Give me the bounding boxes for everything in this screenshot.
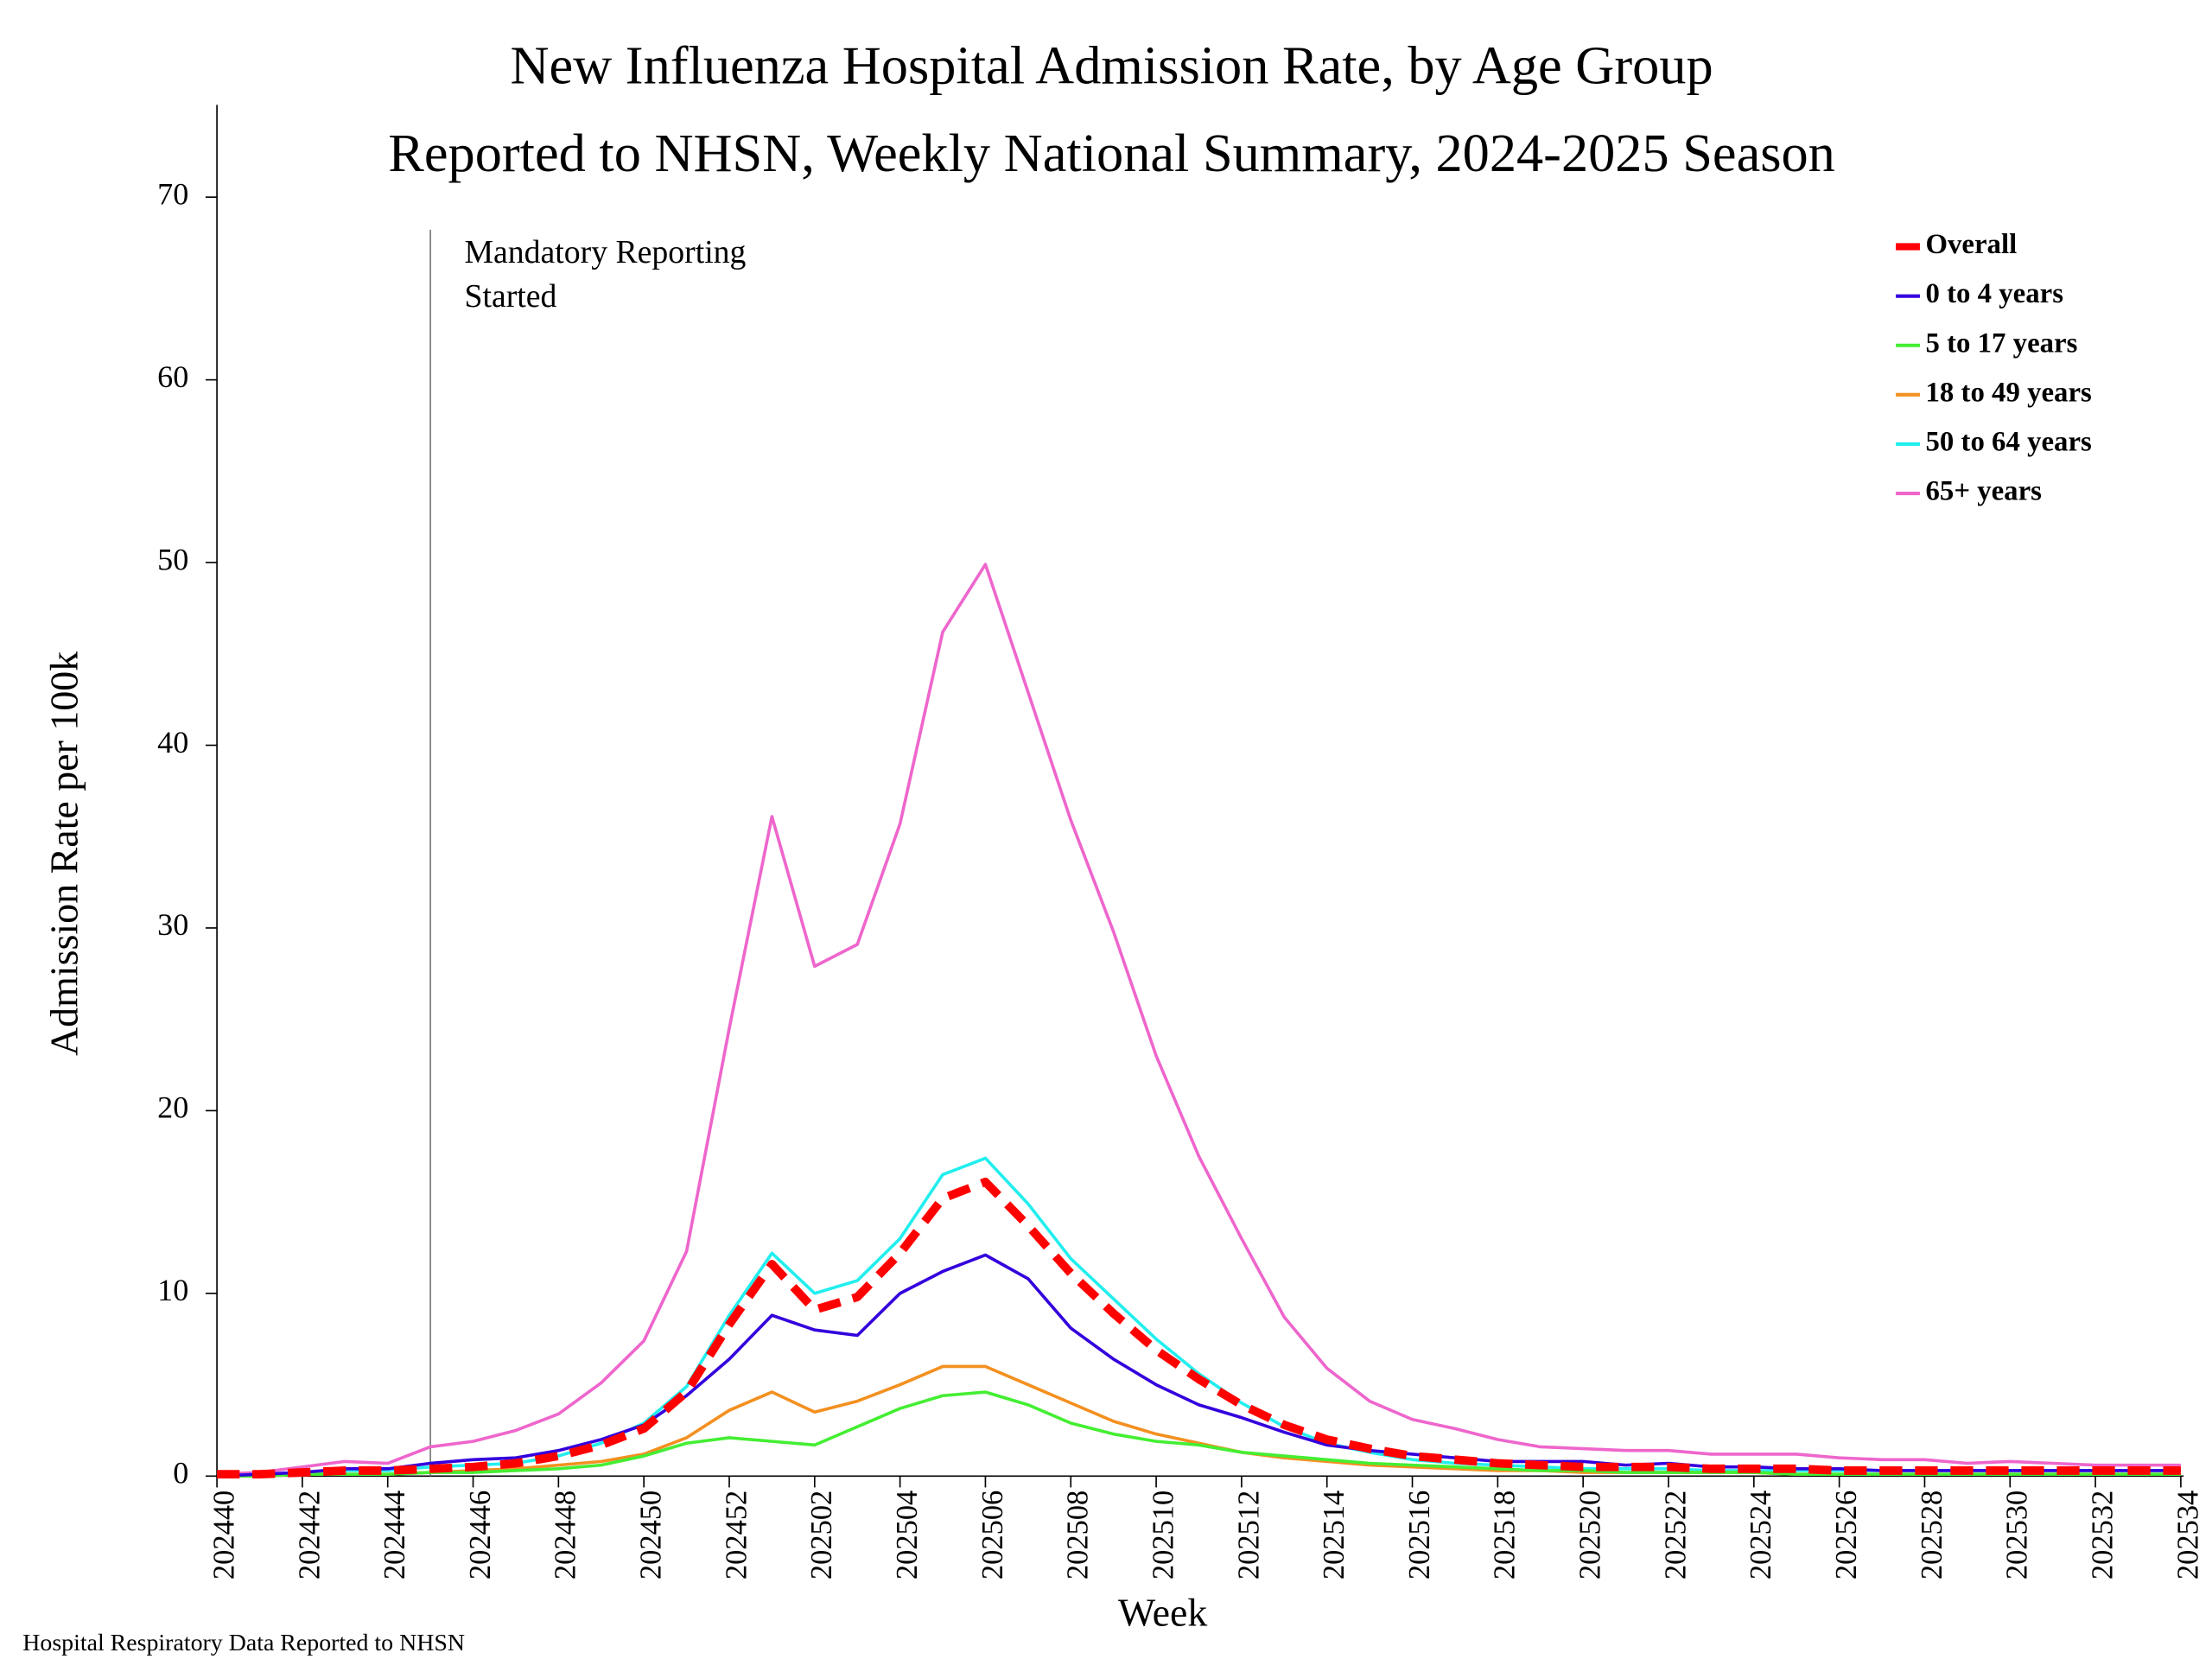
x-tick-label: 202514 [1318, 1491, 1351, 1580]
y-tick-label: 40 [157, 725, 188, 760]
source-note: Hospital Respiratory Data Reported to NH… [22, 1630, 465, 1656]
x-tick-label: 202524 [1745, 1491, 1777, 1580]
annotation-text: Started [465, 278, 557, 315]
x-tick-label: 202520 [1574, 1491, 1607, 1580]
x-tick-label: 202446 [464, 1491, 497, 1580]
x-tick-label: 202506 [976, 1491, 1009, 1580]
x-tick-label: 202450 [635, 1491, 668, 1580]
x-tick-label: 202518 [1489, 1491, 1522, 1580]
y-tick-label: 20 [157, 1090, 188, 1125]
annotation-text: Mandatory Reporting [465, 234, 747, 270]
legend-label: 50 to 64 years [1926, 427, 2092, 458]
x-tick-label: 202532 [2086, 1491, 2119, 1580]
series-line [217, 1177, 2181, 1479]
y-tick-label: 10 [157, 1273, 188, 1307]
x-tick-label: 202508 [1062, 1491, 1095, 1580]
legend-label: 65+ years [1926, 476, 2042, 507]
legend-label: 0 to 4 years [1926, 278, 2063, 309]
series-line [216, 563, 2181, 1476]
x-tick-label: 202528 [1916, 1491, 1948, 1580]
x-tick-label: 202440 [207, 1491, 240, 1580]
x-tick-label: 202444 [378, 1491, 411, 1580]
y-axis-label: Admission Rate per 100k [41, 652, 86, 1056]
legend-label: Overall [1926, 229, 2018, 260]
x-tick-label: 202522 [1659, 1491, 1692, 1580]
x-tick-label: 202510 [1147, 1491, 1179, 1580]
chart-title: New Influenza Hospital Admission Rate, b… [511, 35, 1713, 95]
chart-subtitle: Reported to NHSN, Weekly National Summar… [388, 124, 1835, 183]
x-tick-label: 202526 [1830, 1491, 1863, 1580]
x-tick-label: 202530 [2001, 1491, 2034, 1580]
legend-label: 18 to 49 years [1926, 377, 2092, 408]
x-tick-label: 202516 [1403, 1491, 1436, 1580]
y-tick-label: 30 [157, 907, 188, 942]
legend-label: 5 to 17 years [1926, 327, 2078, 359]
y-tick-label: 0 [173, 1456, 188, 1491]
x-tick-label: 202512 [1232, 1491, 1265, 1580]
series-line [216, 1156, 2181, 1478]
x-tick-label: 202504 [891, 1491, 924, 1580]
x-tick-label: 202502 [805, 1491, 838, 1580]
x-tick-label: 202452 [720, 1491, 753, 1580]
y-tick-label: 70 [157, 176, 188, 211]
x-tick-label: 202534 [2171, 1491, 2204, 1580]
x-tick-label: 202442 [293, 1491, 326, 1580]
y-tick-label: 60 [157, 359, 188, 394]
y-tick-label: 50 [157, 542, 188, 576]
x-tick-label: 202448 [550, 1491, 582, 1580]
x-axis-label: Week [1118, 1590, 1207, 1634]
